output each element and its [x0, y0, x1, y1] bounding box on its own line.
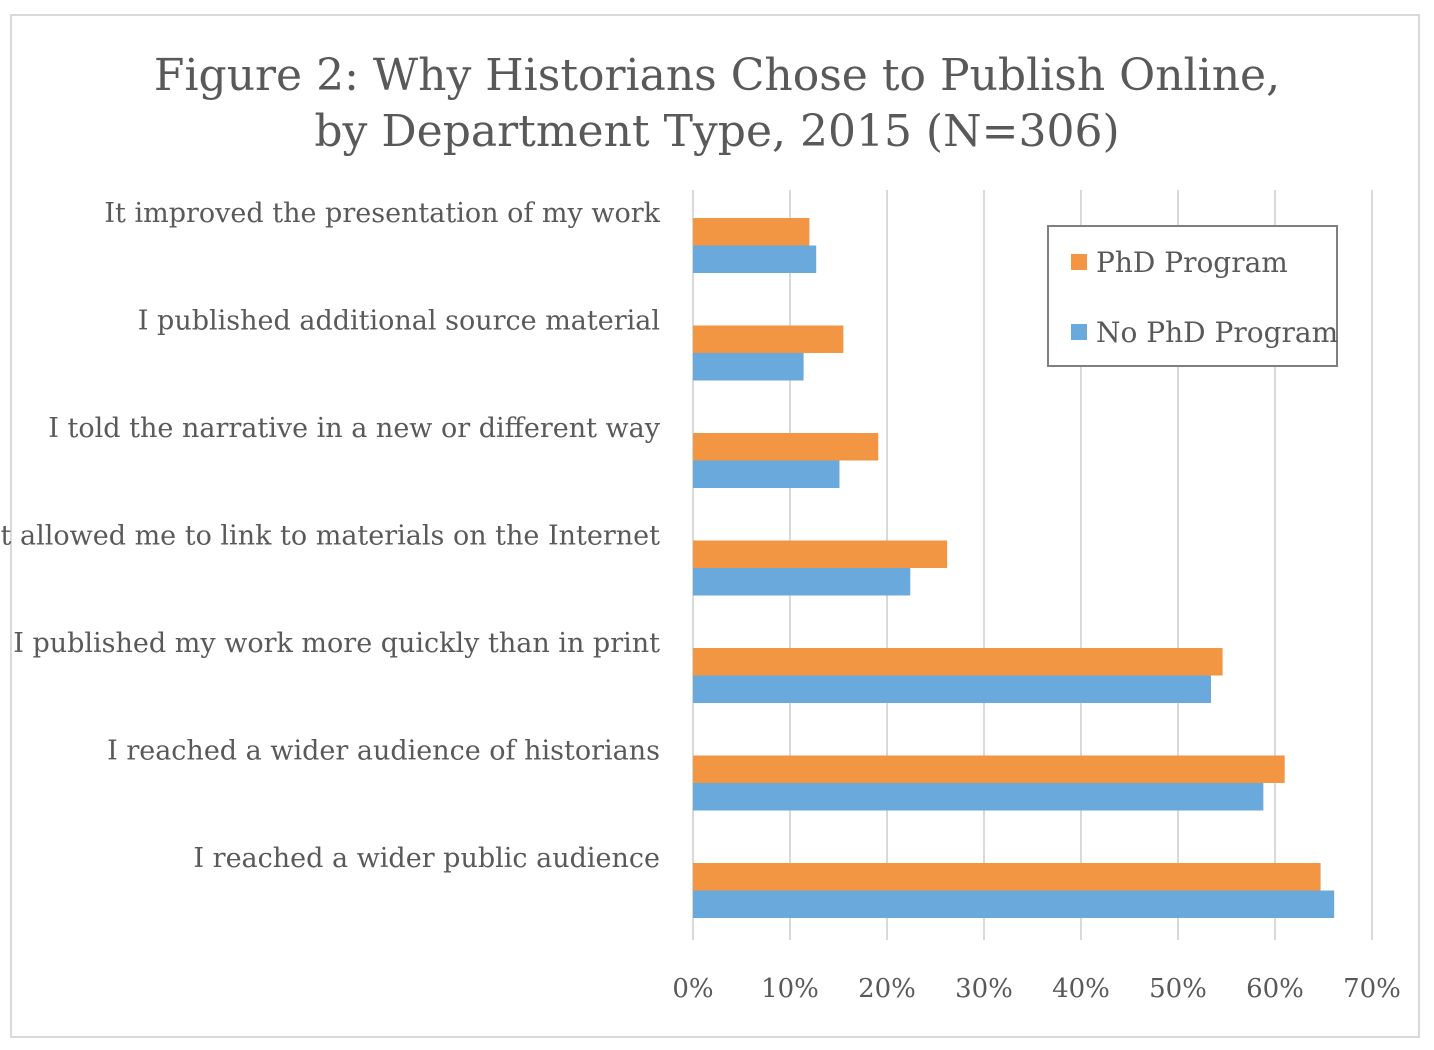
bar-phd [693, 863, 1321, 891]
bar-no-phd [693, 353, 804, 381]
chart-title-line-2: by Department Type, 2015 (N=306) [314, 106, 1120, 157]
bar-no-phd [693, 568, 911, 596]
bar-phd [693, 325, 844, 353]
x-tick-label: 60% [1246, 974, 1304, 1004]
bar-no-phd [693, 890, 1335, 918]
bar-phd [693, 648, 1223, 676]
bar-phd [693, 218, 810, 246]
x-tick-label: 70% [1343, 974, 1401, 1004]
bar-phd [693, 433, 879, 461]
legend-swatch-no-phd [1071, 324, 1087, 340]
x-tick-label: 10% [761, 974, 819, 1004]
bar-phd [693, 755, 1285, 783]
x-tick-label: 40% [1052, 974, 1110, 1004]
category-label: I published additional source material [138, 306, 660, 337]
category-label: I reached a wider audience of historians [107, 736, 660, 767]
x-tick-label: 20% [858, 974, 916, 1004]
bar-no-phd [693, 245, 817, 273]
bar-no-phd [693, 783, 1264, 811]
category-label: I reached a wider public audience [193, 843, 660, 874]
x-tick-label: 30% [955, 974, 1013, 1004]
chart-title-line-1: Figure 2: Why Historians Chose to Publis… [153, 50, 1281, 101]
category-label: I published my work more quickly than in… [13, 628, 660, 659]
legend-label-phd: PhD Program [1096, 246, 1288, 279]
bar-no-phd [693, 675, 1211, 703]
legend-box [1047, 225, 1338, 367]
category-label: It improved the presentation of my work [104, 198, 660, 229]
chart-title: Figure 2: Why Historians Chose to Publis… [0, 48, 1434, 160]
legend-swatch-phd [1071, 254, 1087, 270]
legend-label-no-phd: No PhD Program [1096, 316, 1338, 349]
category-label: It allowed me to link to materials on th… [0, 521, 660, 552]
bar-phd [693, 540, 948, 568]
bar-no-phd [693, 460, 840, 488]
x-tick-label: 50% [1149, 974, 1207, 1004]
x-tick-label: 0% [672, 974, 713, 1004]
category-label: I told the narrative in a new or differe… [48, 413, 660, 444]
